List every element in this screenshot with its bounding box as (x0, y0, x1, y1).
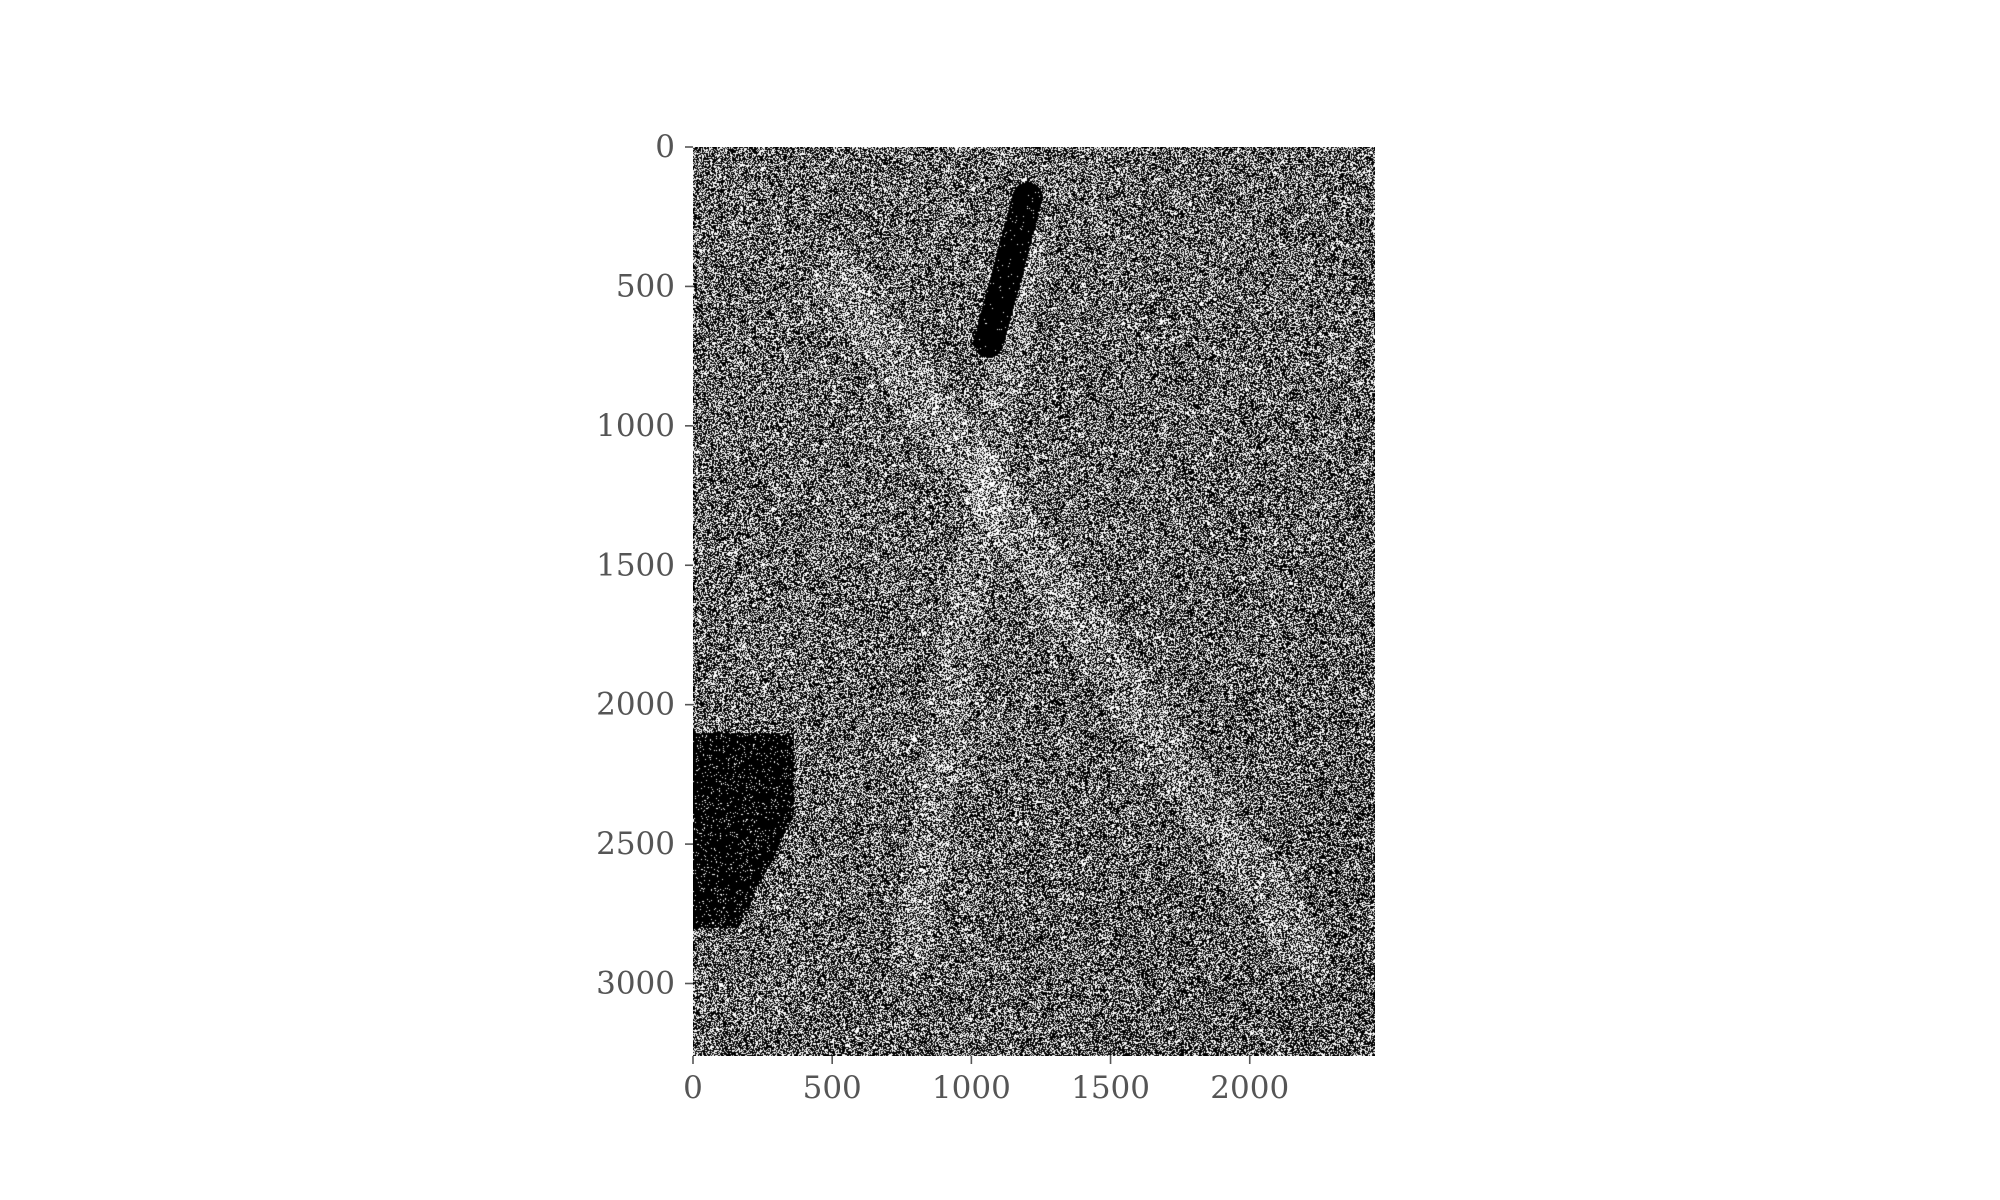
y-tick-label: 1500 (596, 547, 675, 583)
y-axis: 0 500 1000 1500 2000 2500 3000 (596, 129, 693, 1002)
x-tick-label: 2000 (1210, 1070, 1289, 1106)
y-tick-label: 2500 (596, 826, 675, 862)
x-axis: 0 500 1000 1500 2000 (683, 1056, 1289, 1106)
y-tick-label: 2000 (596, 687, 675, 723)
x-tick-label: 1500 (1071, 1070, 1150, 1106)
x-tick-label: 0 (683, 1070, 703, 1106)
y-tick-label: 1000 (596, 408, 675, 444)
x-tick-label: 500 (803, 1070, 862, 1106)
y-tick-label: 500 (616, 268, 675, 304)
y-tick-label: 0 (655, 129, 675, 165)
y-tick-label: 3000 (596, 966, 675, 1002)
noise-image (693, 147, 1375, 1056)
plot-area (693, 147, 1375, 1056)
x-tick-label: 1000 (932, 1070, 1011, 1106)
